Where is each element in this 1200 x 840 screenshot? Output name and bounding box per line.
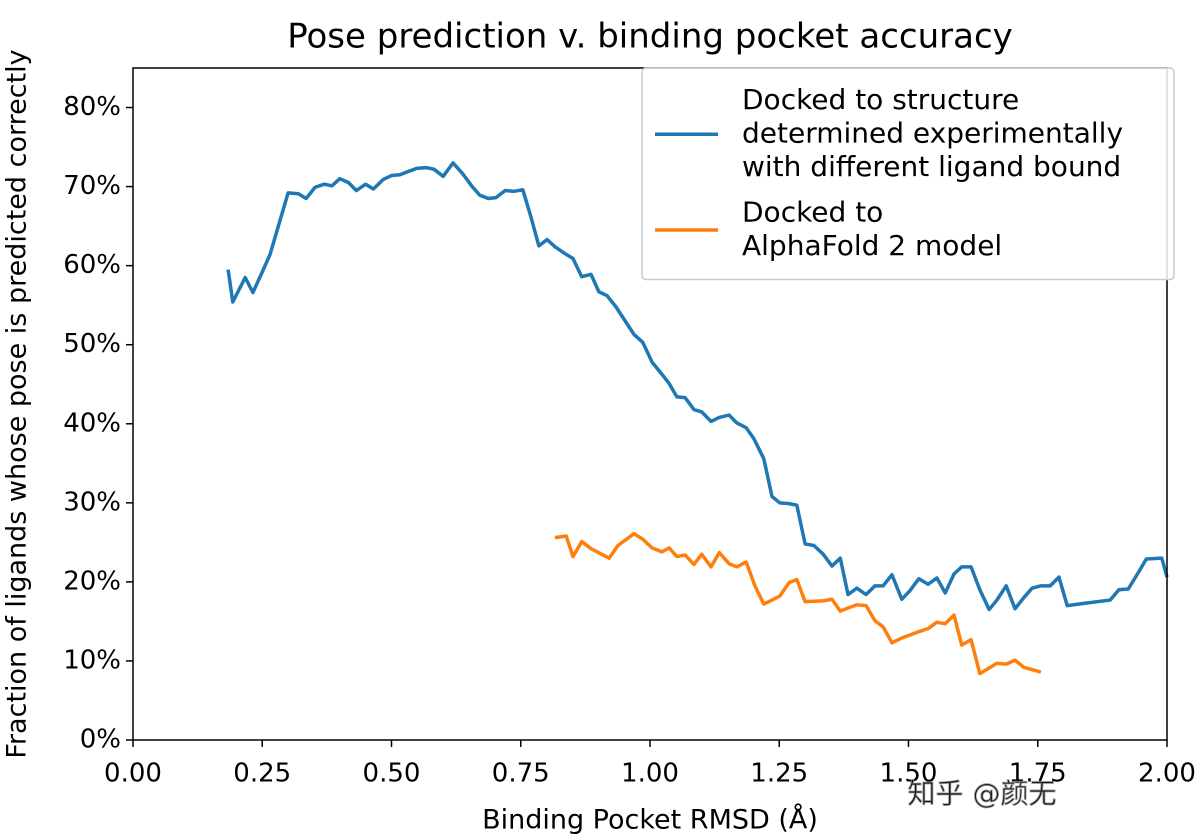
- x-tick-label: 0.75: [492, 759, 550, 789]
- series-line: [226, 161, 1169, 612]
- series-line: [554, 531, 1042, 676]
- y-tick-label: 70%: [63, 171, 121, 201]
- x-tick-label: 1.75: [1009, 759, 1067, 789]
- x-axis-label: Binding Pocket RMSD (Å): [482, 804, 818, 836]
- chart-title: Pose prediction v. binding pocket accura…: [287, 17, 1013, 57]
- x-tick-label: 0.25: [233, 759, 291, 789]
- legend-label: Docked to AlphaFold 2 model: [742, 195, 1002, 262]
- legend-box: [641, 67, 1175, 281]
- y-tick-label: 10%: [63, 645, 121, 675]
- legend-label: Docked to structure determined experiment…: [742, 83, 1123, 183]
- y-tick-label: 20%: [63, 566, 121, 596]
- x-tick-label: 1.00: [621, 759, 679, 789]
- y-tick-label: 60%: [63, 250, 121, 280]
- x-tick-label: 2.00: [1138, 759, 1196, 789]
- y-axis-label: Fraction of ligands whose pose is predic…: [2, 49, 33, 758]
- x-tick-label: 1.50: [880, 759, 938, 789]
- x-tick-label: 1.25: [750, 759, 808, 789]
- x-tick-label: 0.50: [363, 759, 421, 789]
- y-tick-label: 80%: [63, 92, 121, 122]
- x-tick-label: 0.00: [104, 759, 162, 789]
- y-tick-label: 50%: [63, 329, 121, 359]
- y-tick-label: 40%: [63, 408, 121, 438]
- watermark: 知乎 @颜无: [908, 777, 1057, 810]
- y-tick-label: 30%: [63, 487, 121, 517]
- y-tick-label: 0%: [80, 725, 121, 755]
